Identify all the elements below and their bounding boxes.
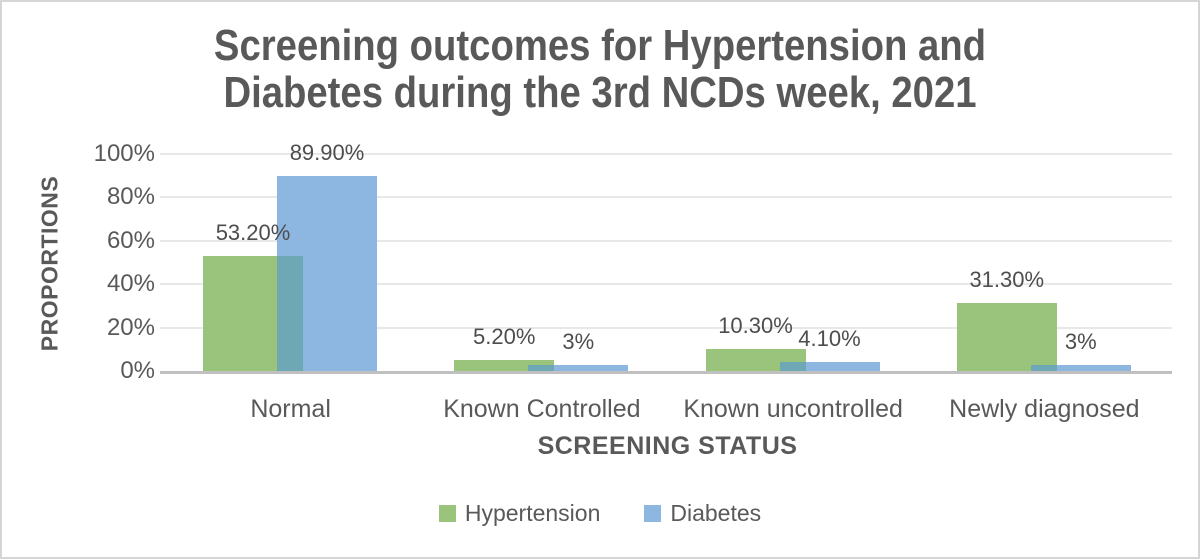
plot-area: 53.20% 89.90% 5.20% 3% 10.30% 4.10% 31.30% 3%: [160, 140, 1172, 371]
bar-hypertension: [454, 359, 555, 371]
y-tick-label: 20%: [106, 313, 155, 341]
bar-hypertension: [956, 303, 1057, 371]
y-tick-label: 60%: [106, 226, 155, 254]
y-tick-label: 40%: [106, 270, 155, 298]
legend: Hypertension Diabetes: [2, 500, 1198, 527]
x-category-label: Known Controlled: [443, 395, 641, 423]
chart-title-line-1: Screening outcomes for Hypertension and: [213, 21, 987, 70]
data-label: 31.30%: [969, 267, 1045, 293]
data-label: 53.20%: [215, 219, 291, 245]
bar-overlap-region: [1030, 364, 1057, 371]
data-label: 3%: [1064, 328, 1097, 354]
bar-diabetes: [1030, 364, 1131, 371]
gridline: [160, 283, 1172, 286]
data-label: 4.10%: [798, 326, 861, 352]
legend-label: Hypertension: [464, 500, 601, 526]
y-tick-label: 100%: [93, 140, 155, 167]
data-label: 3%: [562, 328, 595, 354]
bar-overlap-region: [528, 364, 555, 371]
legend-item-diabetes: Diabetes: [644, 500, 761, 527]
bar-overlap-region: [779, 362, 806, 371]
x-category-label: Normal: [250, 395, 331, 423]
data-label: 89.90%: [289, 139, 365, 165]
gridline: [160, 153, 1172, 155]
chart-title-line-2: Diabetes during the 3rd NCDs week, 2021: [223, 68, 977, 117]
data-label: 5.20%: [473, 323, 536, 349]
bar-diabetes: [528, 364, 629, 371]
category-slot: 53.20% 89.90%: [165, 140, 416, 371]
gridline: [160, 239, 1172, 242]
bar-diabetes: [779, 362, 880, 371]
x-axis-line: [160, 371, 1172, 374]
category-slot: 5.20% 3%: [416, 154, 667, 371]
legend-label: Diabetes: [670, 500, 762, 526]
category-slot: 31.30% 3%: [919, 154, 1170, 371]
gridline: [160, 326, 1172, 329]
chart-title: Screening outcomes for Hypertension and …: [80, 22, 1121, 116]
gridline: [160, 196, 1172, 199]
x-category-label: Newly diagnosed: [949, 395, 1140, 423]
x-category-label: Known uncontrolled: [683, 395, 903, 423]
x-axis-title: SCREENING STATUS: [537, 432, 798, 460]
y-tick-label: 80%: [106, 183, 155, 211]
legend-swatch-icon: [438, 505, 456, 522]
data-label: 10.30%: [718, 312, 793, 338]
legend-item-hypertension: Hypertension: [438, 500, 601, 527]
y-tick-label: 0%: [120, 357, 155, 384]
legend-swatch-icon: [644, 505, 662, 522]
category-slot: 10.30% 4.10%: [668, 154, 919, 371]
bar-overlap-region: [277, 255, 303, 371]
